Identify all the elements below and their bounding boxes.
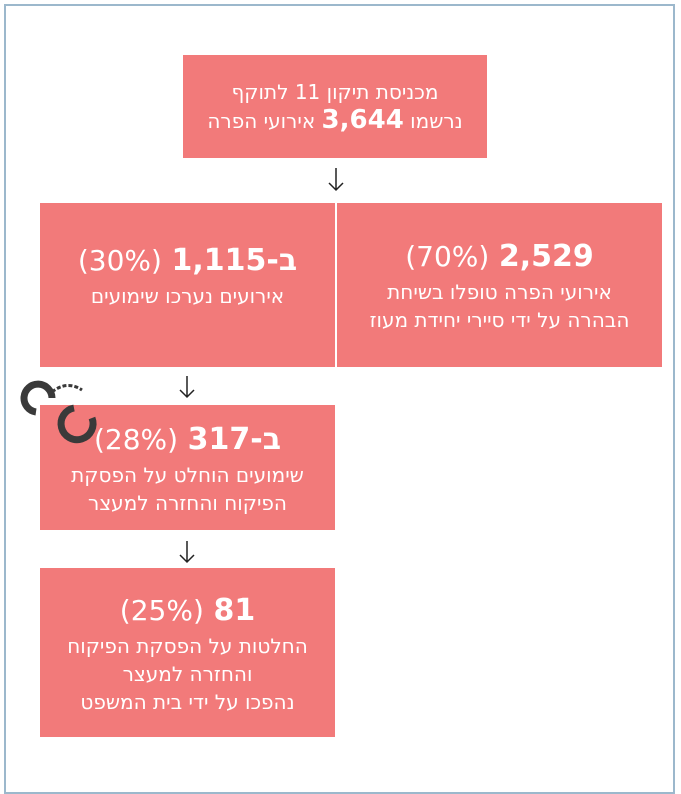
split-left: ב-1,115 (30%) אירועים נערכו שימועים: [40, 203, 335, 367]
headline: ב-1,115 (30%): [40, 240, 335, 282]
intro-line: מכניסת תיקון 11 לתוקף: [231, 80, 439, 104]
headline: ב-317 (28%): [40, 419, 335, 461]
line: אירועים נערכו שימועים: [90, 284, 285, 308]
split-right: 2,529 (70%) אירועי הפרה טופלו בשיחת הבהר…: [335, 203, 662, 367]
percent: (70%): [405, 240, 490, 273]
handcuffs-icon: [20, 380, 97, 444]
number: ב-317: [187, 421, 282, 457]
line: אירועי הפרה טופלו בשיחת: [387, 280, 612, 304]
number: ב-1,115: [171, 243, 298, 278]
percent: (25%): [119, 593, 204, 627]
line: והחזרה למעצר: [122, 661, 253, 686]
headline: 81 (25%): [40, 590, 335, 632]
line: שימועים הוחלט על הפסקת: [71, 462, 304, 487]
percent: (30%): [77, 244, 162, 277]
cuff: [20, 380, 56, 416]
text: אירועי הפרה: [207, 109, 316, 133]
split-box: 2,529 (70%) אירועי הפרה טופלו בשיחת הבהר…: [40, 203, 662, 367]
cuff: [57, 404, 97, 444]
text: נרשמו: [410, 109, 463, 133]
line: הבהרה על ידי סיירי יחידת מעוז: [369, 308, 630, 332]
percent: (28%): [93, 422, 179, 456]
line: נהפכו על ידי בית המשפט: [80, 689, 295, 714]
number: 3,644: [321, 105, 404, 135]
intro-box: מכניסת תיקון 11 לתוקף נרשמו 3,644 אירועי…: [183, 55, 487, 158]
chain: [51, 384, 83, 394]
number: 2,529: [498, 239, 594, 274]
line: הפיקוח והחזרה למעצר: [88, 490, 287, 515]
arrow: [179, 541, 195, 564]
headline: 2,529 (70%): [337, 236, 662, 278]
number: 81: [213, 592, 256, 628]
court-box: 81 (25%) החלטות על הפסקת הפיקוח והחזרה ל…: [40, 568, 335, 737]
intro-line: נרשמו 3,644 אירועי הפרה: [183, 106, 487, 135]
hearing-box: ב-317 (28%) שימועים הוחלט על הפסקת הפיקו…: [40, 405, 335, 530]
arrow: [328, 168, 344, 192]
arrow: [179, 376, 195, 399]
line: החלטות על הפסקת הפיקוח: [67, 633, 308, 658]
